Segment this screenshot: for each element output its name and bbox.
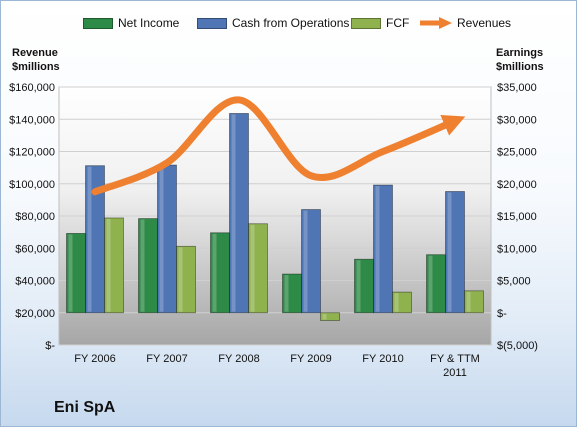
bar-highlight xyxy=(178,247,183,312)
x-tick-label-line: 2011 xyxy=(443,367,467,379)
left-axis-title-line-1: Revenue xyxy=(12,47,58,59)
chart-title: Eni SpA xyxy=(54,399,116,416)
right-tick-label: $- xyxy=(497,308,507,320)
left-tick-label: $80,000 xyxy=(15,211,55,223)
bar-highlight xyxy=(159,166,164,312)
x-tick-label: FY & TTM 2011 xyxy=(430,353,480,379)
right-tick-label: $10,000 xyxy=(497,243,537,255)
legend-net-income-swatch xyxy=(83,17,113,29)
x-tick-label-line: FY 2008 xyxy=(218,353,259,365)
x-tick-label: FY 2008 xyxy=(218,353,259,365)
bar-highlight xyxy=(447,192,452,312)
bar-cash-from-operations xyxy=(229,113,249,314)
legend-fcf-label: FCF xyxy=(386,16,410,30)
bar-cash-from-operations xyxy=(445,191,465,314)
bar-fcf xyxy=(104,217,124,314)
bar-highlight xyxy=(375,186,380,312)
right-tick-label: $35,000 xyxy=(497,82,537,94)
bar-highlight xyxy=(428,255,433,312)
x-tick-label: FY 2010 xyxy=(362,353,403,365)
legend-cash-from-operations: Cash from Operations xyxy=(197,15,349,31)
bar-highlight xyxy=(106,218,111,312)
bar-highlight xyxy=(284,275,289,312)
revenues-line-series xyxy=(91,96,466,196)
bar-highlight xyxy=(140,219,145,312)
x-tick-label: FY 2007 xyxy=(146,353,187,365)
legend-cash-from-operations-swatch xyxy=(197,17,227,29)
bar-fcf xyxy=(320,312,340,321)
right-tick-label: $15,000 xyxy=(497,211,537,223)
bar-highlight xyxy=(250,224,255,312)
x-tick-label: FY 2009 xyxy=(290,353,331,365)
bar-highlight xyxy=(212,233,217,312)
bar-fcf xyxy=(248,223,268,314)
bar-highlight xyxy=(322,313,327,320)
left-tick-label: $60,000 xyxy=(15,243,55,255)
x-tick-label-line: FY 2010 xyxy=(362,353,403,365)
left-tick-label: $140,000 xyxy=(9,114,55,126)
bar-cash-from-operations xyxy=(373,184,393,314)
right-axis-title-line-1: Earnings xyxy=(496,47,544,59)
left-tick-label: $120,000 xyxy=(9,147,55,159)
bar-highlight xyxy=(394,293,399,312)
left-tick-label: $- xyxy=(45,340,55,352)
legend-net-income-label: Net Income xyxy=(118,16,180,30)
legend-revenues-arrow-icon xyxy=(420,17,452,29)
left-tick-label: $20,000 xyxy=(15,308,55,320)
legend-net-income: Net Income xyxy=(83,15,179,31)
bar-fcf xyxy=(176,245,196,314)
x-axis-labels: FY 2006 FY 2007 FY 2008 FY 2009 FY 2010 FY & … xyxy=(74,353,480,379)
x-tick-label-line: FY 2009 xyxy=(290,353,331,365)
right-axis-title: Earnings $millions xyxy=(496,46,544,74)
bar-fcf xyxy=(392,291,412,314)
x-tick-label-line: FY & TTM xyxy=(430,353,480,365)
bar-highlight xyxy=(356,260,361,312)
bar-highlight xyxy=(303,210,308,312)
gridlines xyxy=(59,86,491,346)
right-axis-title-line-2: $millions xyxy=(496,61,544,73)
x-tick-label-line: FY 2007 xyxy=(146,353,187,365)
legend-cash-from-operations-label: Cash from Operations xyxy=(232,16,350,30)
bar-series xyxy=(66,113,484,321)
right-tick-label: $(5,000) xyxy=(497,340,538,352)
right-tick-label: $25,000 xyxy=(497,147,537,159)
left-axis-ticks: $- $20,000 $40,000 $60,000 $80,000 $100,000 $1… xyxy=(9,82,55,352)
right-tick-label: $20,000 xyxy=(497,179,537,191)
bar-highlight xyxy=(231,114,236,312)
legend-fcf-swatch xyxy=(351,17,381,29)
x-tick-label: FY 2006 xyxy=(74,353,115,365)
bar-cash-from-operations xyxy=(301,209,321,314)
bar-highlight xyxy=(68,234,73,312)
x-tick-label-line: FY 2006 xyxy=(74,353,115,365)
legend-fcf: FCF xyxy=(351,15,409,31)
legend-revenues: Revenues xyxy=(419,15,511,31)
legend-revenues-label: Revenues xyxy=(457,16,512,30)
left-axis-title: Revenue $millions xyxy=(12,46,60,74)
right-axis-ticks: $(5,000) $- $5,000 $10,000 $15,000 $20,000 $25… xyxy=(497,82,538,352)
left-tick-label: $100,000 xyxy=(9,179,55,191)
right-tick-label: $5,000 xyxy=(497,276,531,288)
bar-highlight xyxy=(466,291,471,312)
left-tick-label: $160,000 xyxy=(9,82,55,94)
right-tick-label: $30,000 xyxy=(497,114,537,126)
left-axis-title-line-2: $millions xyxy=(12,61,60,73)
bar-highlight xyxy=(87,166,92,312)
bar-fcf xyxy=(464,290,484,314)
left-tick-label: $40,000 xyxy=(15,276,55,288)
